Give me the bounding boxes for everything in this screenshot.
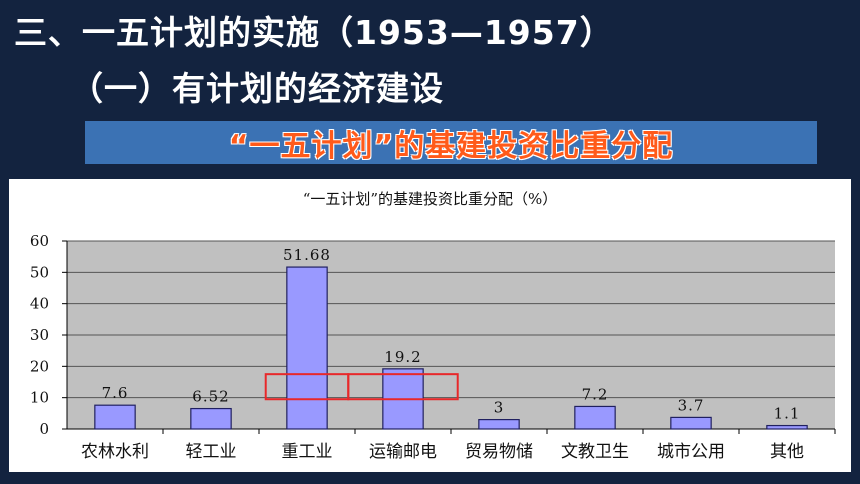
y-tick-label: 50 <box>30 263 49 281</box>
bar-value-label: 7.6 <box>102 384 129 402</box>
chart-container: “一五计划”的基建投资比重分配（%） 0 10 20 30 40 50 60 7.6 农林水利… <box>9 179 851 472</box>
bar-value-label: 6.52 <box>192 388 229 406</box>
bar <box>478 419 520 430</box>
y-tick-label: 30 <box>30 326 49 344</box>
y-tick-label: 0 <box>39 420 49 438</box>
chart-title: “一五计划”的基建投资比重分配（%） <box>303 190 558 208</box>
y-tick-label: 60 <box>30 232 49 250</box>
bar <box>574 405 616 430</box>
x-tick-label: 轻工业 <box>186 442 237 462</box>
x-tick-label: 重工业 <box>282 442 333 462</box>
x-tick-label: 城市公用 <box>657 442 725 462</box>
bar-value-label: 19.2 <box>384 348 421 366</box>
y-tick-label: 40 <box>30 295 49 313</box>
bar <box>286 266 328 430</box>
bar-chart: “一五计划”的基建投资比重分配（%） 0 10 20 30 40 50 60 7.6 农林水利… <box>30 190 836 462</box>
x-tick-label: 文教卫生 <box>561 442 629 462</box>
bar <box>190 407 232 430</box>
bar <box>670 416 712 430</box>
bar-value-label: 3 <box>494 399 505 417</box>
x-tick-label: 贸易物储 <box>465 442 533 462</box>
banner-text: “一五计划”的基建投资比重分配 <box>228 128 674 164</box>
section-subtitle: （一）有计划的经济建设 <box>70 69 444 108</box>
x-tick-label: 农林水利 <box>81 442 149 462</box>
slide-title: 三、一五计划的实施（1953—1957） <box>14 13 614 52</box>
highlight-box <box>347 373 459 401</box>
bar-value-label: 51.68 <box>283 246 331 264</box>
bar-value-label: 3.7 <box>678 396 705 414</box>
bar <box>766 424 808 430</box>
y-tick-label: 10 <box>30 389 49 407</box>
bar <box>94 404 136 430</box>
x-tick-label: 运输邮电 <box>369 442 437 462</box>
bar-value-label: 7.2 <box>582 385 609 403</box>
x-tick-label: 其他 <box>770 442 804 462</box>
bar-value-label: 1.1 <box>774 405 801 423</box>
y-tick-label: 20 <box>30 357 49 375</box>
banner: “一五计划”的基建投资比重分配 <box>85 121 817 164</box>
